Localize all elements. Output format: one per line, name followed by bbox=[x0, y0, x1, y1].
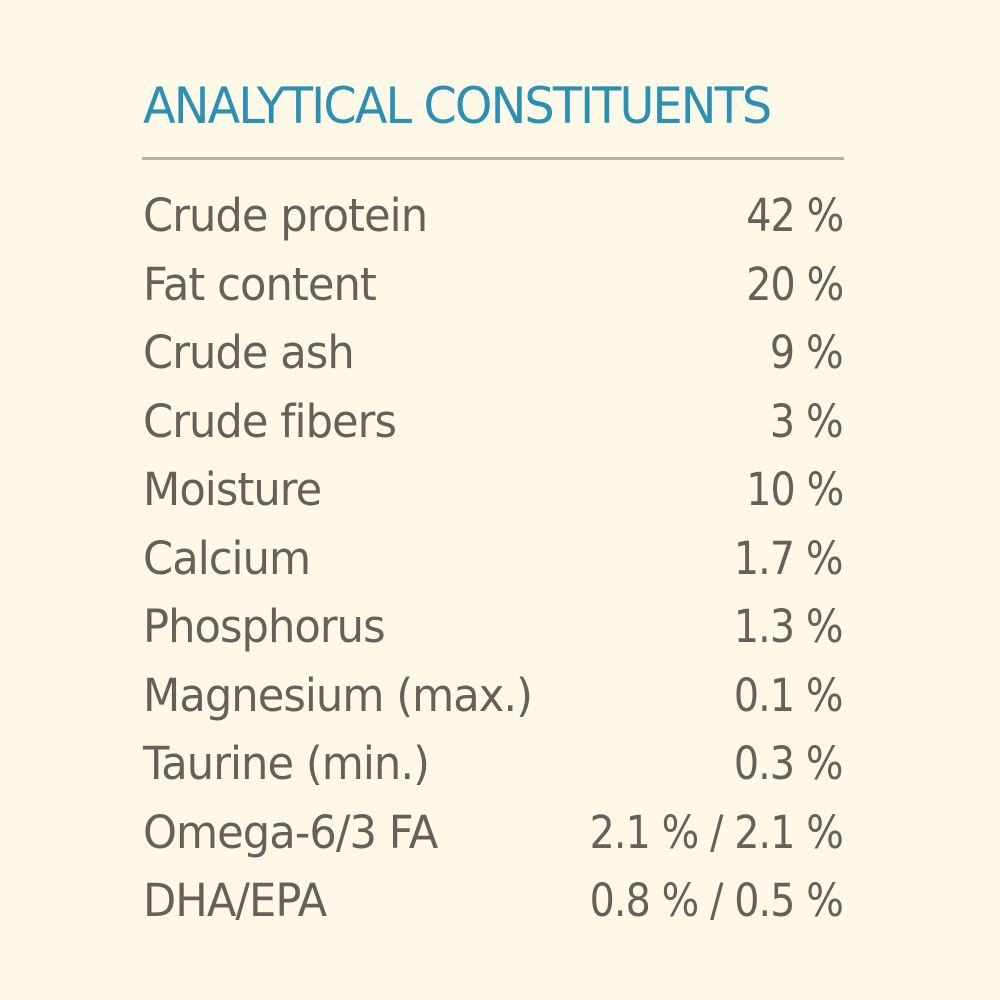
row-value: 1.3 % bbox=[734, 600, 844, 653]
row-value: 2.1 % / 2.1 % bbox=[589, 805, 844, 859]
row-value: 0.3 % bbox=[734, 737, 844, 790]
table-row: Phosphorus 1.3 % bbox=[143, 593, 844, 662]
row-label: Magnesium (max.) bbox=[143, 668, 533, 722]
row-label: Omega-6/3 FA bbox=[143, 805, 438, 859]
row-label: Crude ash bbox=[143, 326, 355, 379]
table-row: Crude fibers 3 % bbox=[143, 388, 844, 457]
row-value: 42 % bbox=[745, 189, 844, 242]
title-divider bbox=[142, 157, 844, 160]
row-label: DHA/EPA bbox=[143, 874, 327, 927]
row-value: 1.7 % bbox=[734, 531, 844, 585]
row-label: Calcium bbox=[143, 531, 311, 585]
row-label: Moisture bbox=[143, 463, 322, 516]
row-label: Taurine (min.) bbox=[143, 737, 430, 790]
table-row: DHA/EPA 0.8 % / 0.5 % bbox=[143, 867, 844, 936]
row-value: 0.1 % bbox=[734, 668, 844, 722]
table-row: Crude ash 9 % bbox=[143, 319, 844, 388]
constituents-table: Crude protein 42 % Fat content 20 % Crud… bbox=[143, 182, 844, 936]
table-row: Fat content 20 % bbox=[143, 251, 844, 320]
row-value: 0.8 % / 0.5 % bbox=[589, 874, 844, 927]
row-label: Phosphorus bbox=[143, 600, 386, 653]
row-label: Crude fibers bbox=[143, 394, 397, 448]
table-row: Calcium 1.7 % bbox=[143, 525, 844, 594]
row-value: 3 % bbox=[770, 394, 844, 448]
section-title: ANALYTICAL CONSTITUENTS bbox=[143, 77, 772, 135]
row-value: 10 % bbox=[745, 463, 844, 516]
row-value: 9 % bbox=[770, 326, 844, 379]
row-label: Crude protein bbox=[143, 189, 428, 242]
table-row: Crude protein 42 % bbox=[143, 182, 844, 251]
table-row: Omega-6/3 FA 2.1 % / 2.1 % bbox=[143, 799, 844, 868]
row-value: 20 % bbox=[745, 257, 844, 311]
table-row: Magnesium (max.) 0.1 % bbox=[143, 662, 844, 731]
table-row: Taurine (min.) 0.3 % bbox=[143, 730, 844, 799]
table-row: Moisture 10 % bbox=[143, 456, 844, 525]
row-label: Fat content bbox=[143, 257, 377, 311]
